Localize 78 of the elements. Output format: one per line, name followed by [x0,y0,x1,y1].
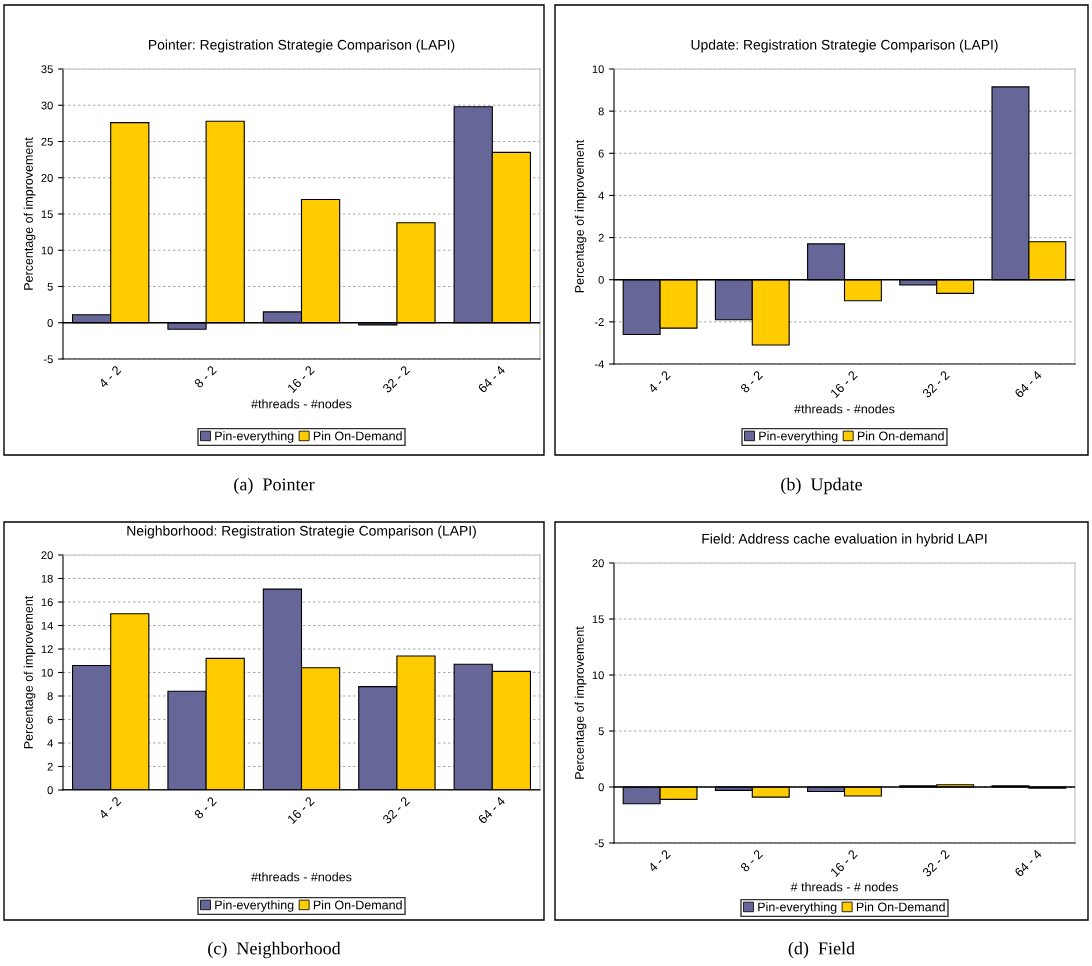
x-tick-label: 64 - 4 [1014,849,1043,878]
legend-label: Pin-everything [758,902,837,914]
y-tick-label: 15 [592,615,604,624]
x-tick-label: 4 - 2 [98,365,122,389]
y-tick-label: 0 [47,319,53,327]
x-axis-title: # threads - # nodes [790,882,898,892]
y-tick-label: 8 [47,692,53,701]
x-tick-label: 16 - 2 [286,365,315,393]
x-tick-label: 4 - 2 [98,796,122,820]
legend-label: Pin On-Demand [313,900,402,910]
y-tick-label: 12 [41,645,53,654]
y-tick-label: 30 [41,101,53,110]
y-tick-label: 25 [41,137,53,146]
y-tick-label: 0 [598,275,604,284]
x-tick-label: 32 - 2 [382,796,411,825]
legend-label: Pin On-Demand [313,431,402,441]
y-tick-label: 2 [47,762,53,771]
text: (a) Pointer [234,477,315,495]
x-tick-label: 64 - 4 [477,365,506,394]
x-tick-label: 8 - 2 [739,849,764,873]
legend-label: Pin-everything [215,900,294,912]
y-axis-title: Percentage of improvement [574,626,587,779]
y-tick-label: -5 [594,839,604,848]
x-tick-label: 64 - 4 [477,796,506,825]
y-axis-title: Percentage of improvement [574,139,587,293]
y-tick-label: 5 [598,727,604,736]
x-axis-title: #threads - #nodes [251,872,352,882]
chart-title: Field: Address cache evaluation in hybrid LAPI [702,533,987,547]
y-tick-label: 8 [598,107,604,116]
legend-label: Pin-everything [215,431,294,443]
x-tick-label: 32 - 2 [921,370,950,399]
y-tick-label: 5 [47,282,53,291]
text: (b) Update [781,477,862,495]
x-tick-label: 8 - 2 [193,796,217,820]
y-tick-label: 16 [41,598,53,607]
x-tick-label: 16 - 2 [829,849,858,877]
y-tick-label: -5 [43,355,53,364]
y-tick-label: 6 [47,715,53,724]
x-axis-title: #threads - #nodes [251,399,352,409]
y-axis-title: Percentage of improvement [23,137,36,290]
y-tick-label: 10 [41,246,53,255]
y-tick-label: 14 [41,621,53,630]
y-tick-label: 0 [598,783,604,792]
y-tick-label: 20 [41,551,53,560]
text: (d) Field [788,941,855,959]
x-tick-label: 32 - 2 [921,849,950,878]
y-axis-title: Percentage of improvement [23,595,36,749]
chart-title: Pointer: Registration Strategie Comparison (LAPI) [149,39,455,53]
y-tick-label: 18 [41,574,53,583]
y-tick-label: 35 [41,65,53,74]
x-tick-label: 16 - 2 [286,796,315,824]
y-tick-label: -2 [594,318,604,326]
y-tick-label: 10 [41,668,53,677]
y-tick-label: 10 [592,65,604,74]
y-tick-label: 10 [592,671,604,680]
y-tick-label: -4 [594,360,604,369]
legend-label: Pin On-demand [857,431,944,441]
x-axis-title: #threads - #nodes [794,404,895,414]
y-tick-label: 6 [598,149,604,158]
x-tick-label: 8 - 2 [739,370,764,394]
x-tick-label: 4 - 2 [647,849,671,873]
text: (c) Neighborhood [208,941,341,959]
y-tick-label: 0 [47,786,53,795]
y-tick-label: 4 [598,191,604,200]
y-tick-label: 4 [47,739,53,748]
x-tick-label: 4 - 2 [647,370,671,394]
legend-label: Pin-everything [759,431,838,443]
chart-title: Update: Registration Strategie Comparison (LAPI) [691,39,998,53]
legend-label: Pin On-Demand [856,902,945,912]
x-tick-label: 16 - 2 [829,370,858,398]
y-tick-label: 15 [41,210,53,219]
x-tick-label: 64 - 4 [1014,370,1043,399]
chart-title: Neighborhood: Registration Strategie Comparison (LAPI) [127,525,476,539]
x-tick-label: 8 - 2 [193,365,217,389]
y-tick-label: 2 [598,233,604,242]
x-tick-label: 32 - 2 [382,365,411,394]
y-tick-label: 20 [41,174,53,182]
y-tick-label: 20 [592,559,604,568]
